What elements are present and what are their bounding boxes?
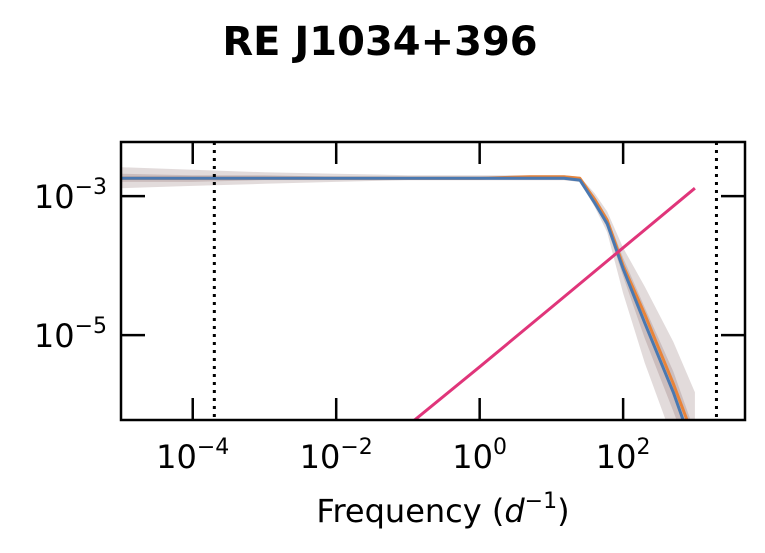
x-tick-label-0: 10−4 bbox=[156, 435, 229, 476]
reference-lines bbox=[212, 142, 718, 420]
axis-ticks: 10−4 10−2 100 102 10−3 10−5 bbox=[34, 142, 745, 476]
uncertainty-bands bbox=[121, 167, 695, 420]
x-tick-label-2: 100 bbox=[452, 435, 507, 476]
y-tick-label-0: 10−3 bbox=[34, 175, 107, 216]
x-axis-label: Frequency (d−1) bbox=[316, 489, 569, 530]
chart-title: RE J1034+396 bbox=[222, 19, 537, 65]
series-line-2 bbox=[412, 187, 696, 420]
series-line-1 bbox=[121, 176, 685, 420]
plot-frame bbox=[119, 140, 747, 422]
series-lines bbox=[121, 175, 696, 420]
y-tick-label-1: 10−5 bbox=[34, 314, 107, 355]
x-tick-label-1: 10−2 bbox=[300, 435, 373, 476]
x-tick-label-3: 102 bbox=[596, 435, 651, 476]
band-0 bbox=[121, 167, 695, 420]
